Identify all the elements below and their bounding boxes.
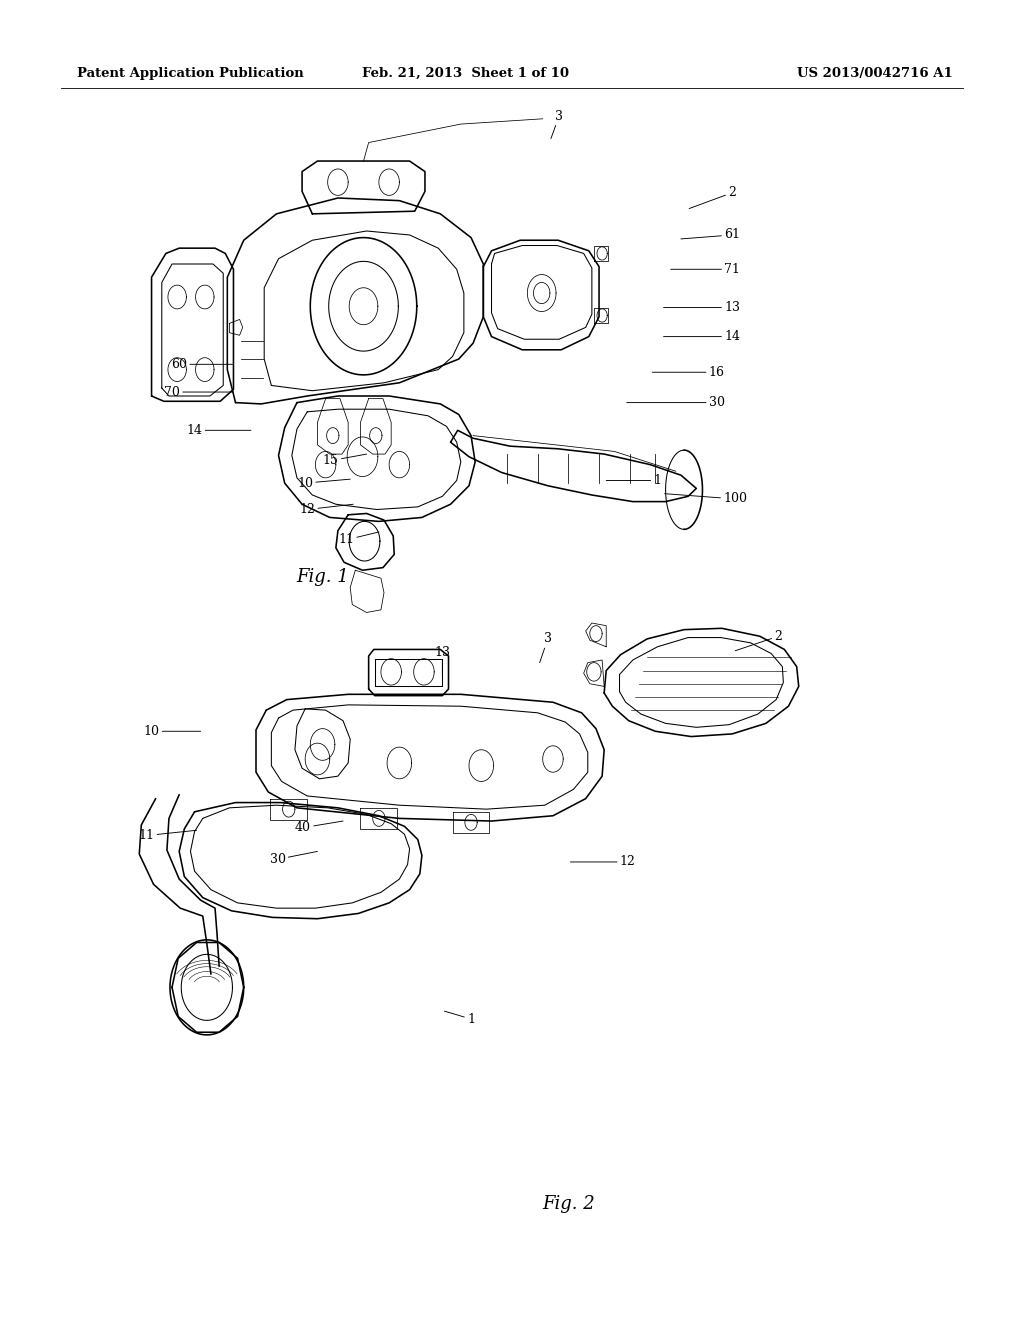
- Text: US 2013/0042716 A1: US 2013/0042716 A1: [797, 67, 952, 79]
- Text: 61: 61: [681, 228, 740, 242]
- Text: 30: 30: [269, 851, 317, 866]
- Text: 100: 100: [665, 492, 748, 506]
- Text: 10: 10: [143, 725, 201, 738]
- Text: Fig. 2: Fig. 2: [542, 1195, 595, 1213]
- Text: 14: 14: [664, 330, 740, 343]
- Text: 16: 16: [652, 366, 725, 379]
- Text: 1: 1: [606, 474, 662, 487]
- Text: 15: 15: [323, 454, 367, 467]
- Text: 13: 13: [434, 645, 451, 676]
- Text: 12: 12: [570, 855, 636, 869]
- Polygon shape: [102, 99, 840, 574]
- Text: 13: 13: [664, 301, 740, 314]
- Text: 12: 12: [299, 503, 353, 516]
- Text: 60: 60: [171, 358, 233, 371]
- Text: 71: 71: [671, 263, 740, 276]
- Text: 14: 14: [186, 424, 251, 437]
- Text: 40: 40: [295, 821, 343, 834]
- Text: 11: 11: [338, 532, 379, 546]
- Text: 30: 30: [627, 396, 725, 409]
- Polygon shape: [61, 620, 901, 1188]
- Text: Feb. 21, 2013  Sheet 1 of 10: Feb. 21, 2013 Sheet 1 of 10: [362, 67, 569, 79]
- Text: 1: 1: [444, 1011, 475, 1026]
- Text: Patent Application Publication: Patent Application Publication: [77, 67, 303, 79]
- Text: 3: 3: [540, 632, 552, 663]
- Text: 11: 11: [138, 829, 197, 842]
- Text: 70: 70: [164, 385, 233, 399]
- Text: 2: 2: [735, 630, 782, 651]
- Text: Fig. 1: Fig. 1: [296, 569, 349, 586]
- Text: 3: 3: [551, 110, 563, 139]
- Text: 10: 10: [297, 477, 350, 490]
- Text: 2: 2: [689, 186, 736, 209]
